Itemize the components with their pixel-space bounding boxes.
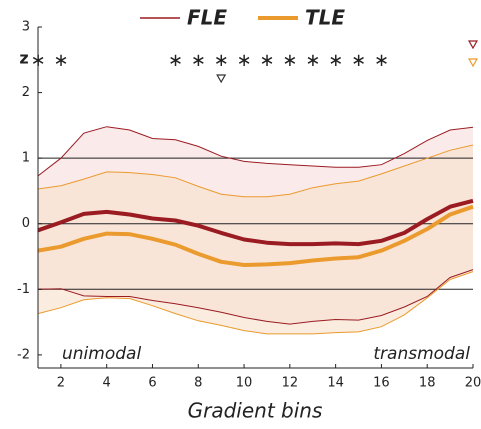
- significance-asterisk: ∗: [374, 50, 389, 71]
- significance-asterisk: ∗: [282, 50, 297, 71]
- mean-line: [37, 204, 474, 267]
- y-tick-label: 3: [22, 20, 30, 35]
- x-tick-label: 4: [103, 376, 111, 391]
- y-axis-label: z: [19, 49, 28, 68]
- significance-asterisk: ∗: [191, 50, 206, 71]
- y-tick-label: 0: [22, 216, 30, 231]
- y-tick-label: 2: [22, 85, 30, 100]
- significance-asterisk: ∗: [305, 50, 320, 71]
- y-tick-label: -1: [17, 282, 30, 297]
- significance-triangle: [216, 74, 227, 84]
- significance-asterisk: ∗: [259, 50, 274, 71]
- significance-asterisk: ∗: [53, 50, 68, 71]
- x-tick-label: 10: [236, 376, 253, 391]
- x-tick-label: 16: [373, 376, 390, 391]
- x-tick-label: 14: [327, 376, 344, 391]
- x-tick-label: 8: [194, 376, 202, 391]
- significance-asterisk: ∗: [351, 50, 366, 71]
- bound-line: [37, 271, 474, 335]
- right-annotation: transmodal: [373, 344, 470, 364]
- x-axis-label: Gradient bins: [188, 399, 323, 423]
- significance-asterisk: ∗: [214, 50, 229, 71]
- y-tick-label: 1: [22, 151, 30, 166]
- significance-asterisk: ∗: [168, 50, 183, 71]
- x-tick-label: 18: [419, 376, 436, 391]
- y-tick-label: -2: [17, 347, 30, 362]
- legend-label: FLE: [187, 6, 227, 30]
- bound-line: [37, 126, 474, 177]
- significance-triangle: [467, 40, 479, 50]
- bound-line: [37, 144, 474, 198]
- significance-asterisk: ∗: [30, 50, 45, 71]
- significance-triangle: [467, 58, 479, 68]
- x-tick-label: 2: [57, 376, 65, 391]
- x-tick-label: 20: [465, 376, 481, 391]
- x-tick-label: 6: [148, 376, 156, 391]
- x-tick-label: 12: [282, 376, 299, 391]
- legend-label: TLE: [305, 6, 345, 30]
- significance-asterisk: ∗: [328, 50, 343, 71]
- bound-line: [37, 269, 474, 325]
- left-annotation: unimodal: [62, 344, 141, 364]
- mean-line: [37, 198, 474, 247]
- significance-asterisk: ∗: [237, 50, 252, 71]
